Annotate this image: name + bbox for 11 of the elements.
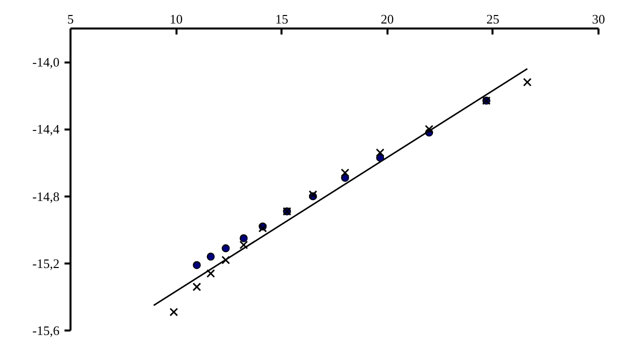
y-tick-label: -14,8: [32, 188, 60, 204]
x-tick-label: 20: [380, 12, 394, 26]
x-tick-label: 15: [275, 12, 288, 26]
y-tick-label: -14,0: [32, 54, 60, 70]
x-tick-label: 5: [67, 12, 74, 26]
x-tick-label: 10: [170, 12, 183, 26]
y-tick-label: -14,4: [32, 122, 60, 137]
y-tick-label: -15,6: [32, 323, 60, 338]
x-tick-label: 30: [592, 12, 605, 26]
x-tick-label: 25: [486, 12, 500, 26]
y-tick-label: -15,2: [32, 256, 60, 271]
